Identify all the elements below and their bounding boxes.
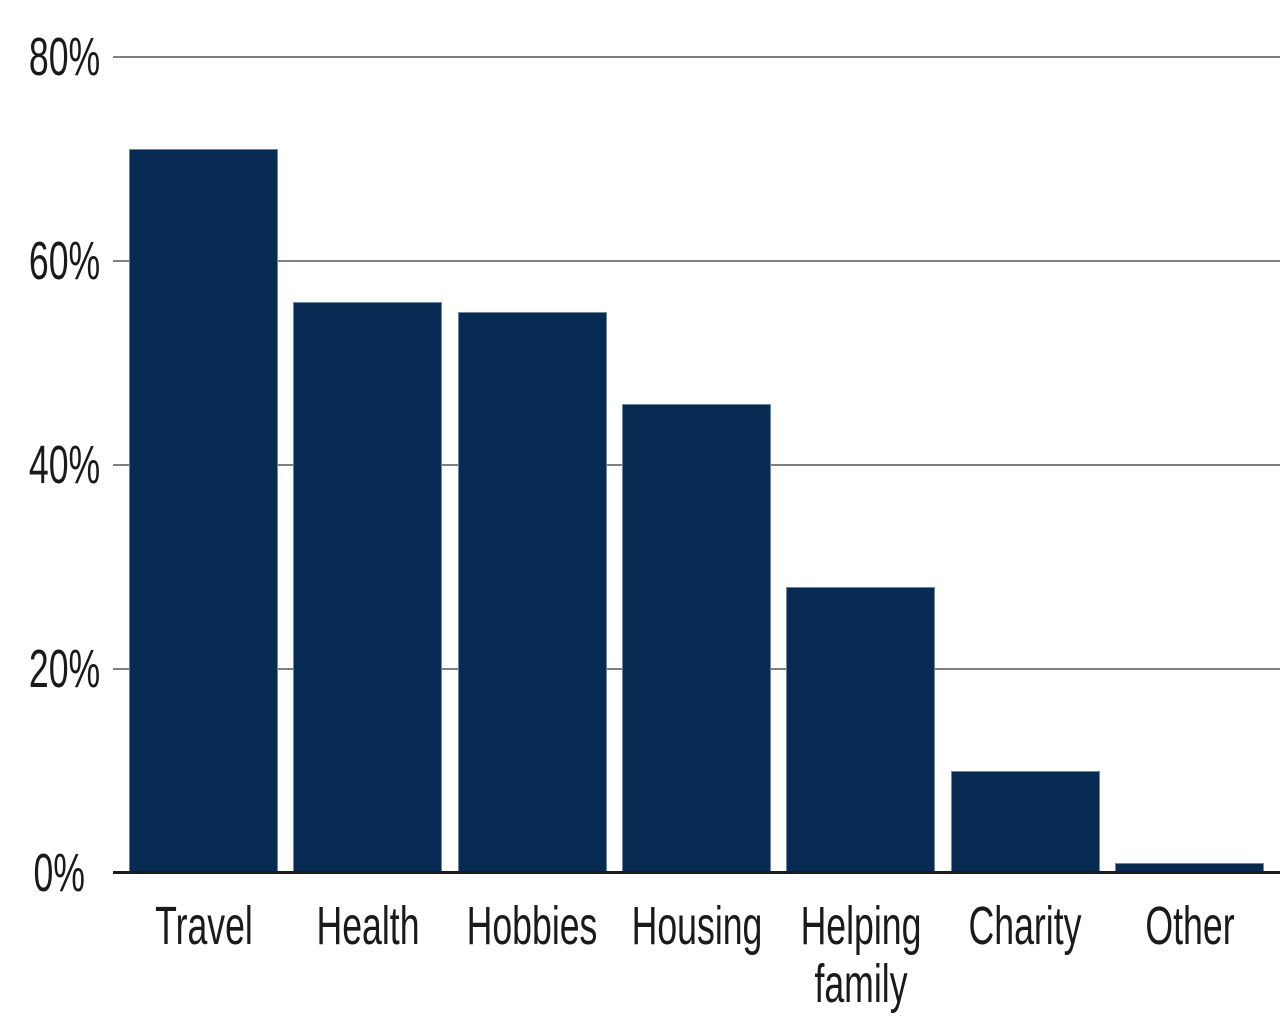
bar-other xyxy=(1115,863,1264,871)
bar-housing xyxy=(622,404,771,871)
x-category-label-housing: Housing xyxy=(631,896,763,956)
bar-charity xyxy=(951,771,1100,871)
x-category-label-travel: Travel xyxy=(155,896,253,956)
bar-hobbies xyxy=(458,312,607,871)
y-tick-label-0: 0% xyxy=(33,843,85,903)
x-category-label-other: Other xyxy=(1145,896,1235,956)
y-tick-label-40: 40% xyxy=(28,435,101,495)
bar-health xyxy=(293,302,442,871)
bar-travel xyxy=(129,149,278,871)
x-axis-line xyxy=(113,871,1280,874)
gridline-80 xyxy=(113,56,1280,58)
x-category-label-charity: Charity xyxy=(968,896,1082,956)
x-category-label-health: Health xyxy=(316,896,420,956)
y-tick-label-60: 60% xyxy=(28,231,101,291)
y-tick-label-20: 20% xyxy=(28,639,101,699)
bar-helping-family xyxy=(786,587,935,871)
x-category-label-helping-family: Helping family xyxy=(800,896,922,1014)
x-category-label-hobbies: Hobbies xyxy=(466,896,598,956)
y-tick-label-80: 80% xyxy=(28,27,101,87)
gridline-60 xyxy=(113,260,1280,262)
